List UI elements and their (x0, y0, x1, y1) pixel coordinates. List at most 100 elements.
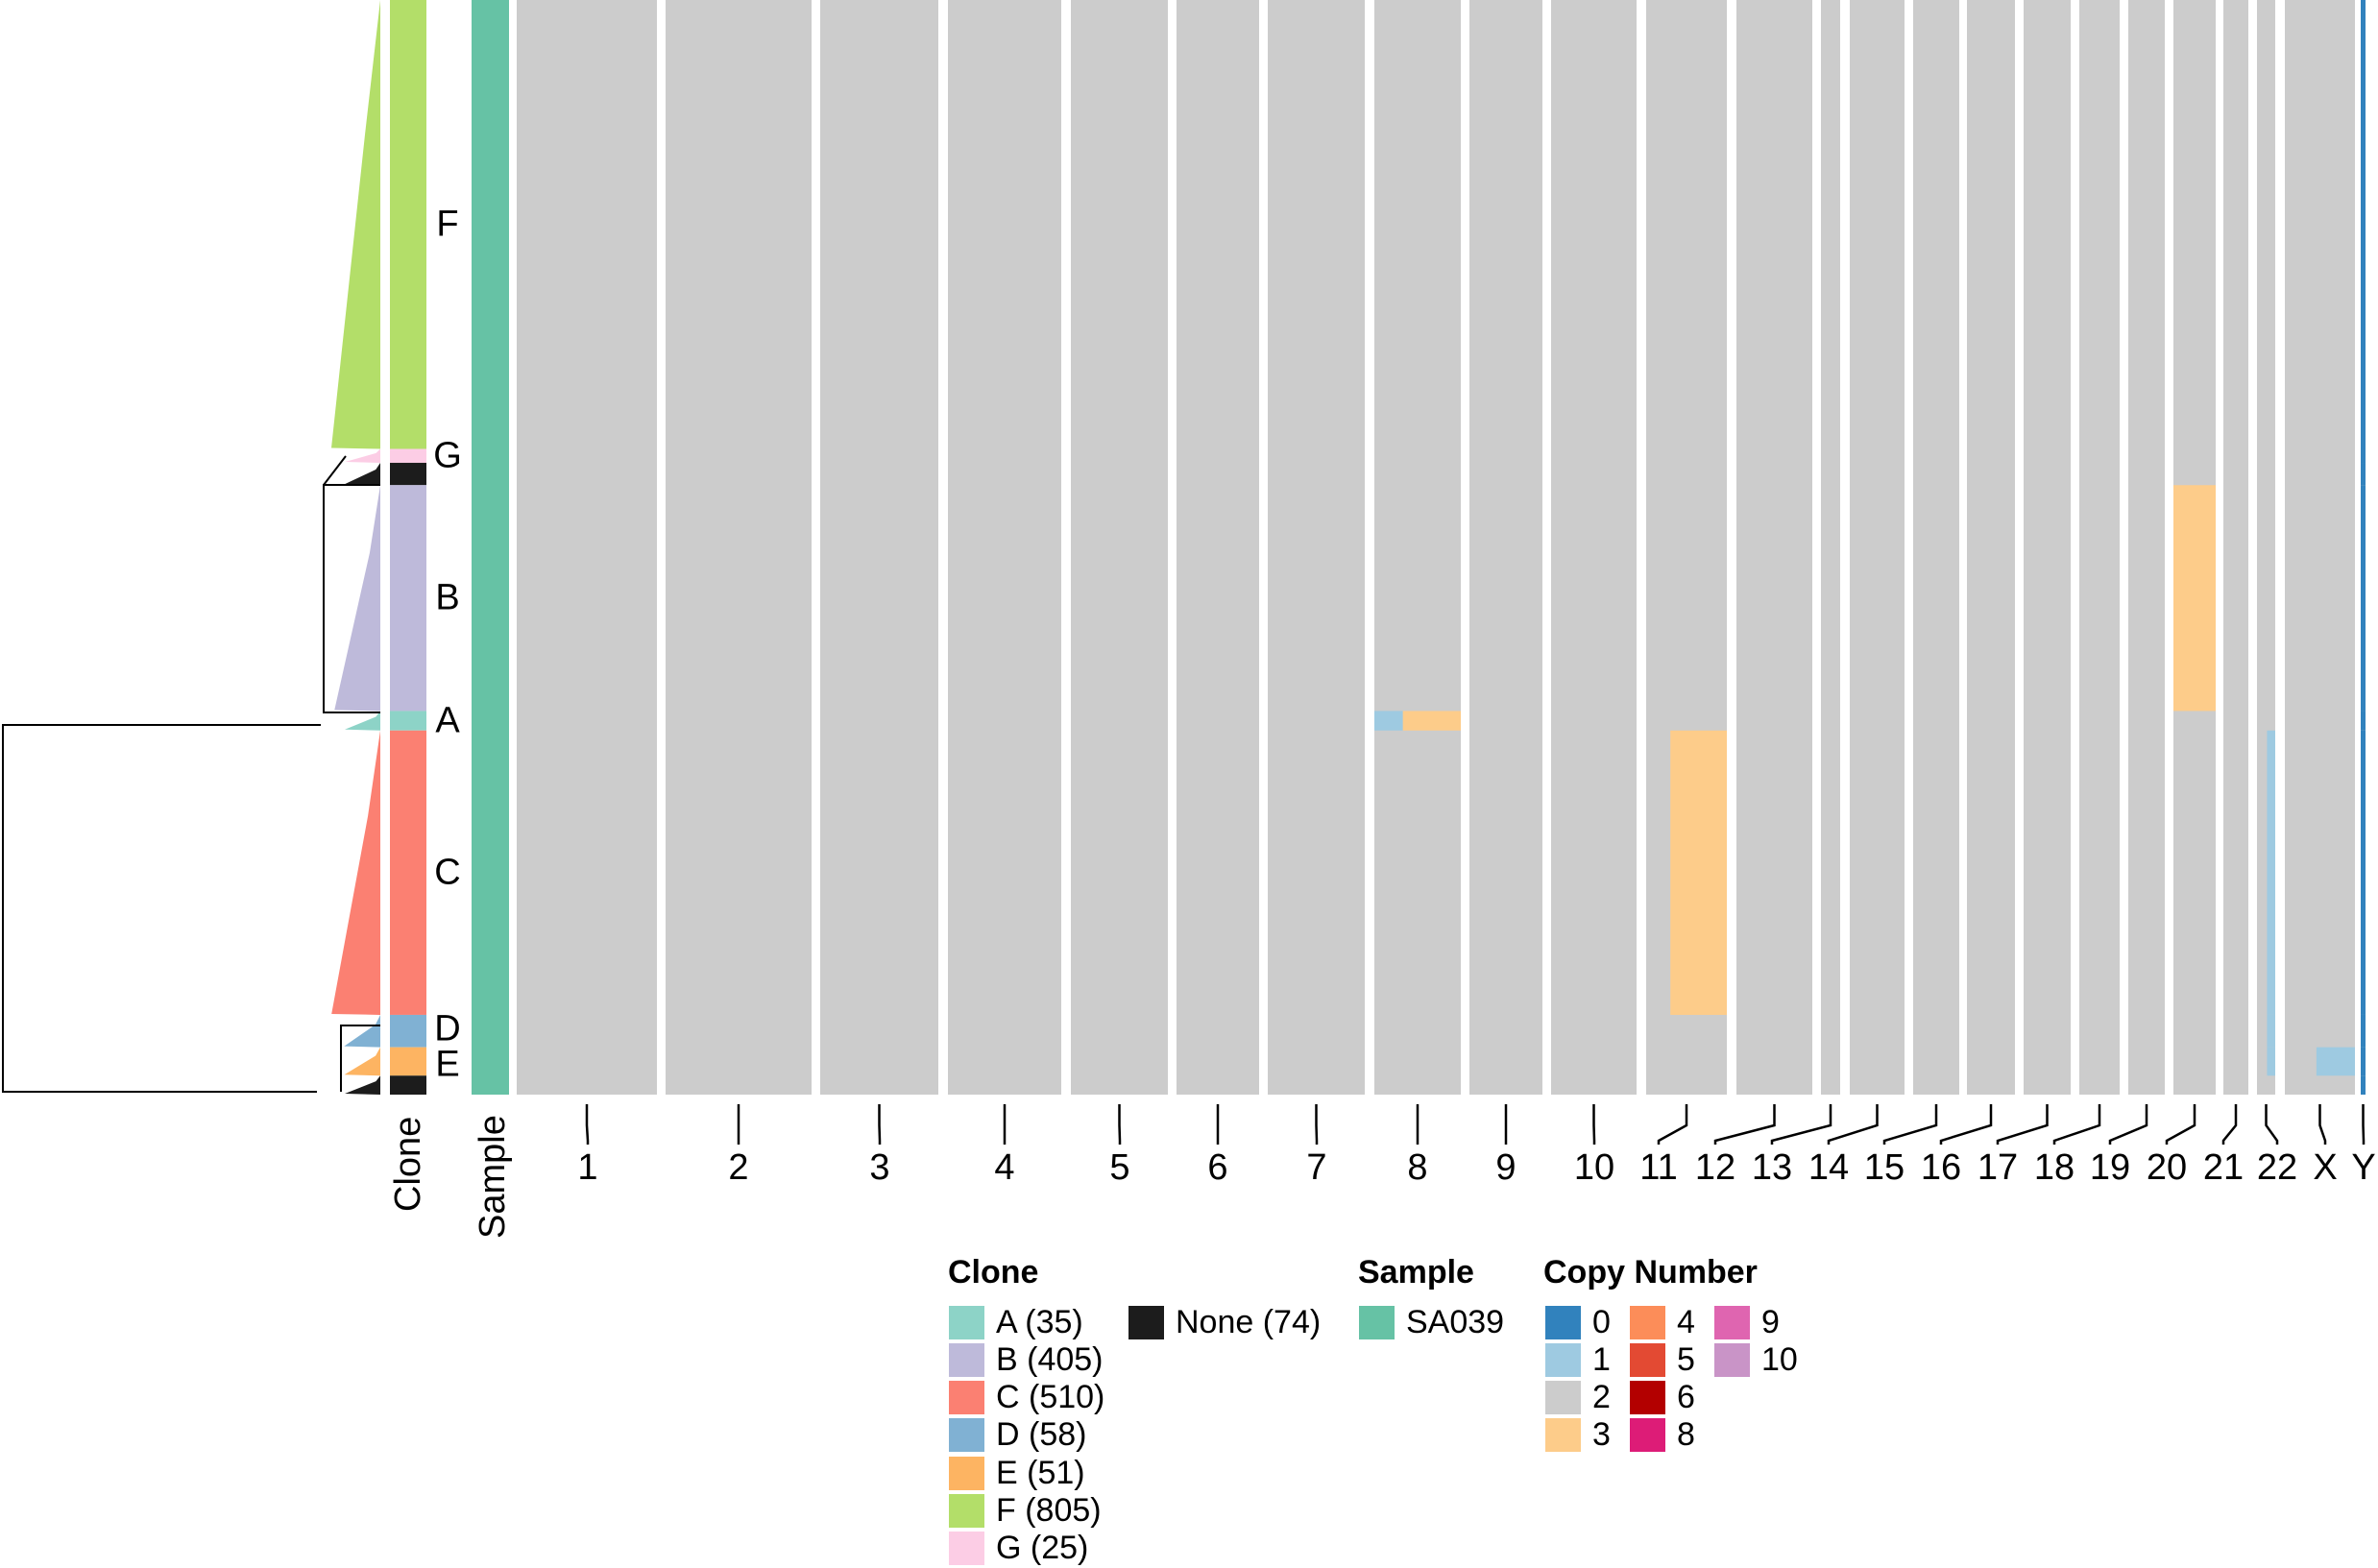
legend-label: B (405) (996, 1340, 1104, 1378)
legend-label: 9 (1761, 1303, 1780, 1340)
clone-label-B: B (435, 577, 460, 618)
chromosome-label-11: 11 (1639, 1147, 1678, 1188)
chromosome-label-16: 16 (1920, 1147, 1962, 1188)
legend-label: G (25) (996, 1530, 1089, 1567)
cn-event-chr8-A (1402, 711, 1461, 731)
legend-cn-1: 1 (1545, 1341, 1611, 1378)
legend-swatch (949, 1418, 984, 1453)
legend-label: 6 (1677, 1379, 1695, 1416)
tick-chr-15 (1882, 1104, 1938, 1145)
chr-5-baseline (1071, 0, 1168, 1095)
cn-event-chr22-E (2267, 1047, 2275, 1076)
legend-swatch (1630, 1342, 1665, 1377)
chromosome-label-19: 19 (2089, 1147, 2131, 1188)
chr-18-baseline (2079, 0, 2120, 1095)
cn-event-chrY-F (2361, 0, 2366, 449)
chr-14-baseline (1850, 0, 1905, 1095)
legend-swatch (1545, 1381, 1581, 1415)
chromosome-ticks (585, 1104, 2366, 1145)
clone-label-C: C (434, 852, 461, 893)
legend-clone-None: None (74) (1128, 1303, 1322, 1340)
legend-swatch (949, 1305, 984, 1339)
tick-chr-Y (2362, 1104, 2366, 1145)
tick-chr-5 (1118, 1104, 1122, 1145)
legend-clone-title: Clone (948, 1254, 1039, 1291)
tick-chr-14 (1827, 1104, 1879, 1145)
legend-label: 4 (1677, 1303, 1695, 1340)
chr-21-baseline (2223, 0, 2248, 1095)
cn-event-chrY-G (2361, 448, 2366, 464)
clone-label-G: G (433, 435, 462, 476)
legend-label: 0 (1592, 1303, 1611, 1340)
legend-sample-SA039: SA039 (1359, 1303, 1505, 1340)
chromosome-label-12: 12 (1694, 1147, 1736, 1188)
cn-event-chr20-B (2173, 485, 2216, 712)
legend-cn-8: 8 (1630, 1416, 1695, 1454)
legend-label: None (74) (1176, 1303, 1322, 1340)
clone-bar-A (390, 711, 426, 731)
legend-swatch (1630, 1305, 1665, 1339)
chr-1-baseline (517, 0, 657, 1095)
chr-7-baseline (1268, 0, 1365, 1095)
clone-label-F: F (436, 204, 459, 245)
clone-bar-None (390, 463, 426, 486)
legend-copy-number-title: Copy Number (1543, 1254, 1758, 1291)
legend-label: 2 (1592, 1379, 1611, 1416)
legend-label: 10 (1761, 1340, 1798, 1378)
tick-chr-13 (1770, 1104, 1832, 1145)
tick-chr-12 (1713, 1104, 1776, 1145)
legend-swatch (949, 1532, 984, 1566)
heatmap-plot (2, 0, 2366, 1145)
sample-annotation-bar (472, 0, 509, 1095)
cn-event-chr11-C (1670, 730, 1727, 1015)
legend-swatch (1545, 1418, 1581, 1453)
chromosome-label-4: 4 (994, 1147, 1015, 1188)
legend-swatch (1630, 1381, 1665, 1415)
chr-19-baseline (2128, 0, 2165, 1095)
legend-label: 5 (1677, 1340, 1695, 1378)
tick-chr-16 (1939, 1104, 1993, 1145)
legend-cn-4: 4 (1630, 1303, 1695, 1340)
legend-sample-title: Sample (1358, 1254, 1474, 1291)
tick-chr-1 (585, 1104, 590, 1145)
dendrogram-clade-None (345, 1075, 380, 1095)
legend-clone-B: B (405) (949, 1340, 1104, 1378)
legend-label: 8 (1677, 1416, 1695, 1454)
chromosome-label-1: 1 (577, 1147, 598, 1188)
sample-bar-SA039 (472, 0, 509, 1095)
cn-event-chrX-E (2316, 1047, 2355, 1076)
dendrogram-clade-D (344, 1014, 380, 1048)
chr-4-baseline (948, 0, 1061, 1095)
dendrogram-root-branch (2, 724, 321, 1093)
dendrogram-branch-CDE (340, 1025, 380, 1092)
legend-label: A (35) (996, 1303, 1083, 1340)
chromosome-label-21: 21 (2202, 1147, 2245, 1188)
chromosome-label-7: 7 (1306, 1147, 1327, 1188)
clone-label-E: E (435, 1044, 460, 1085)
legend-label: SA039 (1406, 1303, 1505, 1340)
tick-chr-22 (2265, 1104, 2279, 1145)
dendrogram-clade-A (344, 711, 380, 731)
tick-chr-21 (2221, 1104, 2238, 1145)
chr-17-baseline (2024, 0, 2071, 1095)
legend-cn-9: 9 (1714, 1303, 1780, 1340)
tick-chr-11 (1657, 1104, 1688, 1145)
legend-swatch (949, 1494, 984, 1528)
chromosome-label-10: 10 (1573, 1147, 1615, 1188)
dendrogram-clade-None (344, 463, 380, 486)
legend-clone-C: C (510) (949, 1379, 1104, 1415)
chromosome-label-20: 20 (2146, 1147, 2188, 1188)
legend-label: E (51) (996, 1454, 1085, 1491)
chr-9-baseline (1469, 0, 1542, 1095)
chr-15-baseline (1913, 0, 1959, 1095)
tick-chr-20 (2165, 1104, 2196, 1145)
clone-axis-label: Clone (388, 1116, 428, 1212)
tick-chr-3 (878, 1104, 882, 1145)
chr-2-baseline (666, 0, 812, 1095)
chr-6-baseline (1177, 0, 1259, 1095)
chromosome-label-15: 15 (1863, 1147, 1905, 1188)
legend-cn-10: 10 (1714, 1340, 1798, 1378)
dendrogram-clade-B (334, 485, 380, 712)
tick-chr-7 (1315, 1104, 1319, 1145)
legend-cn-5: 5 (1630, 1340, 1695, 1378)
